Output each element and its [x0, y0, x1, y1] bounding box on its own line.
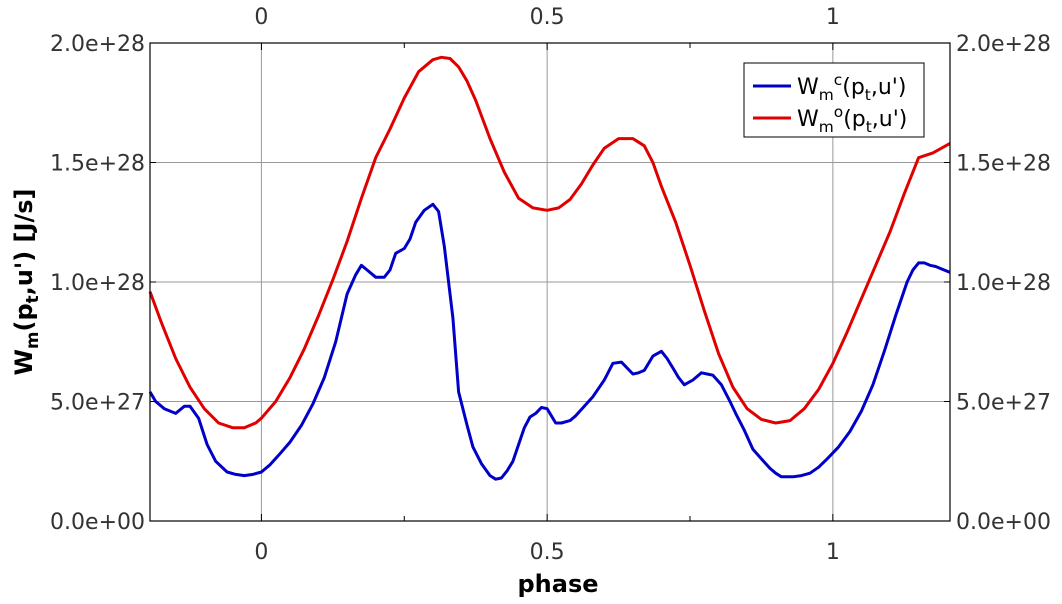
legend-label-0: Wmc(pt,u') — [797, 71, 906, 104]
legend-box — [743, 62, 925, 138]
x-tick-label-top: 0.5 — [530, 5, 565, 30]
series-layer — [148, 55, 951, 481]
y-tick-label-left: 1.5e+28 — [50, 152, 145, 177]
ticks — [150, 42, 950, 522]
y-tick-label-left: 2.0e+28 — [50, 32, 145, 57]
y-tick-label-right: 0.0e+00 — [956, 510, 1051, 535]
x-tick-label-bottom: 0 — [254, 540, 268, 565]
x-tick-label-top: 1 — [826, 5, 840, 30]
x-tick-label-top: 0 — [254, 5, 268, 30]
series-line-1 — [148, 55, 951, 430]
y-tick-label-left: 0.0e+00 — [50, 510, 145, 535]
x-axis-title: phase — [517, 570, 598, 598]
x-tick-label-bottom: 1 — [826, 540, 840, 565]
y-tick-label-left: 1.0e+28 — [50, 271, 145, 296]
y-tick-label-right: 1.5e+28 — [956, 152, 1051, 177]
legend: Wmc(pt,u')Wmo(pt,u') — [743, 62, 925, 138]
y-tick-label-right: 2.0e+28 — [956, 32, 1051, 57]
y-axis-title: Wm(pt,u') [J/s] — [10, 189, 42, 376]
y-tick-label-right: 5.0e+27 — [956, 391, 1051, 416]
y-tick-label-left: 5.0e+27 — [50, 391, 145, 416]
y-tick-label-right: 1.0e+28 — [956, 271, 1051, 296]
x-tick-label-bottom: 0.5 — [530, 540, 565, 565]
tick-labels: 0.0e+00 0.0e+00 5.0e+27 5.0e+27 1.0e+28 1.0e+… — [50, 5, 1051, 565]
legend-label-1: Wmo(pt,u') — [797, 103, 907, 136]
series-line-0 — [148, 202, 951, 481]
